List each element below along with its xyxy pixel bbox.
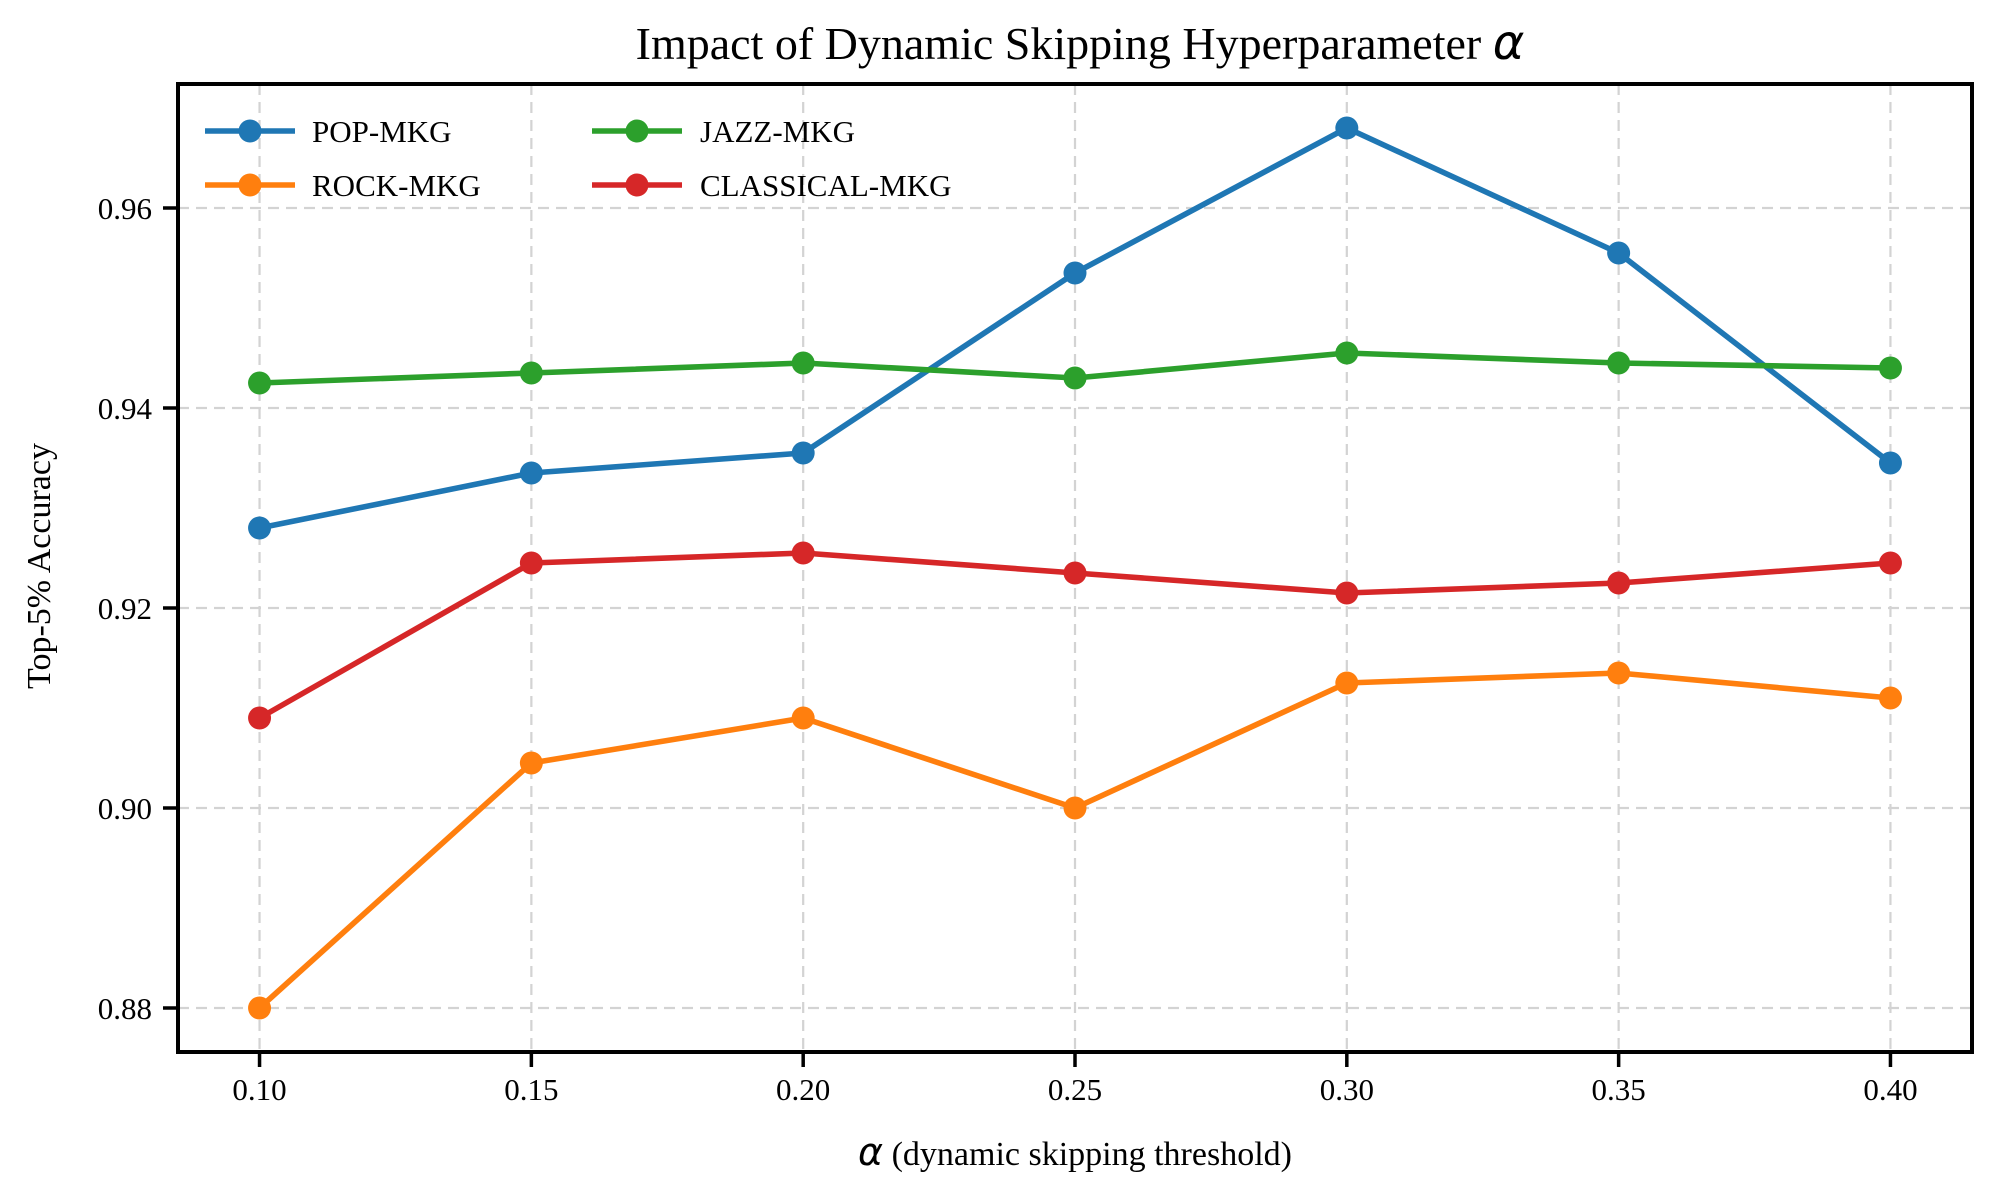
legend-item: POP-MKG bbox=[205, 114, 452, 149]
data-point-classical-mkg bbox=[1335, 581, 1359, 605]
data-point-classical-mkg bbox=[1063, 561, 1087, 585]
data-point-rock-mkg bbox=[1063, 796, 1087, 820]
x-tick-label: 0.30 bbox=[1320, 1072, 1374, 1107]
data-point-pop-mkg bbox=[248, 516, 272, 540]
x-axis-label: α (dynamic skipping threshold) bbox=[858, 1130, 1292, 1174]
legend-item: ROCK-MKG bbox=[205, 168, 481, 203]
legend-marker bbox=[625, 173, 649, 197]
y-axis-label: Top-5% Accuracy bbox=[21, 443, 58, 689]
data-point-jazz-mkg bbox=[1335, 341, 1359, 365]
legend-marker bbox=[625, 119, 649, 143]
data-point-classical-mkg bbox=[248, 706, 272, 730]
alpha-symbol: α bbox=[1493, 15, 1525, 71]
data-point-rock-mkg bbox=[1878, 686, 1902, 710]
data-point-classical-mkg bbox=[1878, 551, 1902, 575]
data-point-rock-mkg bbox=[519, 751, 543, 775]
y-tick-label: 0.94 bbox=[98, 391, 153, 426]
legend-label: POP-MKG bbox=[312, 114, 452, 149]
legend-marker bbox=[238, 119, 262, 143]
data-point-pop-mkg bbox=[1063, 261, 1087, 285]
data-point-rock-mkg bbox=[248, 996, 272, 1020]
data-point-pop-mkg bbox=[1607, 241, 1631, 265]
data-point-jazz-mkg bbox=[519, 361, 543, 385]
data-point-classical-mkg bbox=[519, 551, 543, 575]
legend-item: CLASSICAL-MKG bbox=[592, 168, 951, 203]
data-point-rock-mkg bbox=[1607, 661, 1631, 685]
data-point-classical-mkg bbox=[791, 541, 815, 565]
grid bbox=[178, 84, 1972, 1052]
x-tick-label: 0.25 bbox=[1048, 1072, 1102, 1107]
data-point-classical-mkg bbox=[1607, 571, 1631, 595]
legend-label: CLASSICAL-MKG bbox=[700, 168, 951, 203]
data-point-rock-mkg bbox=[791, 706, 815, 730]
y-tick-label: 0.88 bbox=[98, 991, 152, 1026]
legend-label: ROCK-MKG bbox=[312, 168, 481, 203]
alpha-symbol: α bbox=[858, 1130, 883, 1174]
data-point-rock-mkg bbox=[1335, 671, 1359, 695]
y-tick-label: 0.96 bbox=[98, 191, 152, 226]
data-point-pop-mkg bbox=[519, 461, 543, 485]
data-point-jazz-mkg bbox=[1607, 351, 1631, 375]
x-tick-label: 0.15 bbox=[504, 1072, 558, 1107]
axis-ticks bbox=[163, 206, 1893, 1067]
chart-title: Impact of Dynamic Skipping Hyperparamete… bbox=[636, 15, 1525, 71]
legend-label: JAZZ-MKG bbox=[700, 114, 855, 149]
data-point-jazz-mkg bbox=[1878, 356, 1902, 380]
legend: POP-MKG ROCK-MKG JAZZ-MKG CLASSICAL-MKG bbox=[205, 114, 951, 203]
y-tick-label: 0.90 bbox=[98, 791, 152, 826]
legend-item: JAZZ-MKG bbox=[592, 114, 855, 149]
x-tick-label: 0.10 bbox=[232, 1072, 286, 1107]
data-point-jazz-mkg bbox=[248, 371, 272, 395]
legend-marker bbox=[238, 173, 262, 197]
x-tick-label: 0.20 bbox=[776, 1072, 830, 1107]
plot-border bbox=[176, 82, 1974, 1054]
x-tick-label: 0.40 bbox=[1863, 1072, 1917, 1107]
y-tick-label: 0.92 bbox=[98, 591, 152, 626]
data-point-pop-mkg bbox=[1335, 116, 1359, 140]
x-tick-label: 0.35 bbox=[1592, 1072, 1646, 1107]
data-point-jazz-mkg bbox=[791, 351, 815, 375]
data-point-pop-mkg bbox=[791, 441, 815, 465]
data-point-jazz-mkg bbox=[1063, 366, 1087, 390]
data-point-pop-mkg bbox=[1878, 451, 1902, 475]
